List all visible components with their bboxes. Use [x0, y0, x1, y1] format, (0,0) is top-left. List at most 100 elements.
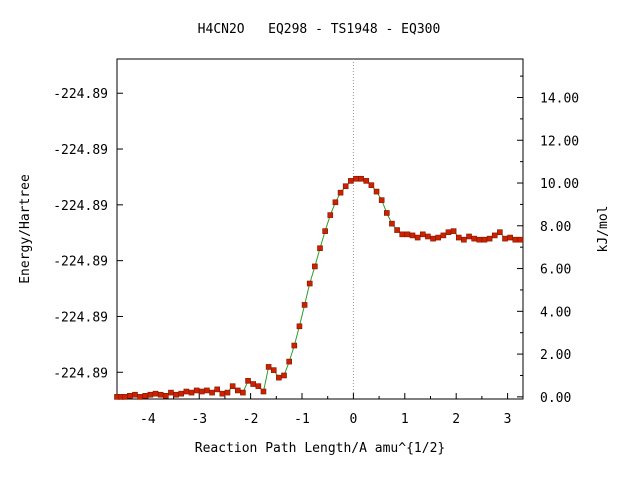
x-axis-label: Reaction Path Length/A amu^{1/2}: [195, 441, 445, 456]
data-point: [255, 383, 262, 389]
data-point: [229, 383, 236, 389]
data-point: [440, 232, 447, 239]
data-point: [142, 392, 149, 399]
right-tick-label: 6.00: [540, 263, 571, 278]
right-tick-label: 4.00: [540, 305, 571, 320]
data-point: [481, 236, 488, 243]
data-point: [260, 388, 267, 395]
data-point: [276, 374, 282, 381]
data-point: [373, 188, 380, 195]
data-point: [193, 387, 200, 394]
data-point: [157, 391, 164, 398]
right-tick-label: 2.00: [540, 348, 571, 363]
data-point: [461, 236, 467, 243]
x-tick-label: -1: [294, 412, 310, 427]
data-point: [178, 390, 185, 397]
data-point: [348, 178, 354, 184]
data-point: [363, 178, 370, 184]
data-point: [121, 394, 128, 400]
data-point: [286, 358, 292, 365]
data-point: [317, 245, 323, 252]
data-point: [384, 210, 390, 216]
data-point: [188, 389, 195, 396]
data-point: [378, 197, 385, 203]
data-point: [301, 302, 308, 308]
data-point: [173, 391, 179, 398]
x-tick-label: -3: [191, 412, 207, 427]
x-tick-label: -4: [140, 412, 156, 427]
left-axis-label: Energy/Hartree: [18, 174, 33, 284]
data-point: [414, 234, 421, 241]
data-point: [425, 233, 431, 240]
data-point: [270, 367, 277, 373]
data-point: [332, 199, 339, 206]
data-point: [466, 233, 472, 240]
data-point: [306, 280, 313, 287]
data-point: [147, 391, 154, 398]
data-point: [419, 231, 426, 238]
data-point: [327, 212, 334, 218]
data-point: [450, 228, 457, 234]
data-point: [507, 234, 513, 241]
plot-area: [116, 58, 524, 400]
right-tick-label: 8.00: [540, 220, 571, 235]
data-point: [127, 392, 133, 399]
left-tick-label: -224.89: [53, 199, 108, 214]
data-point: [163, 392, 169, 399]
left-tick-label: -224.89: [53, 366, 108, 381]
right-tick-label: 10.00: [540, 177, 579, 192]
chart-title: H4CN2O EQ298 - TS1948 - EQ300: [198, 22, 441, 37]
x-tick-label: 1: [401, 412, 409, 427]
data-point: [245, 378, 251, 384]
right-tick-label: 14.00: [540, 91, 579, 106]
data-point: [291, 342, 298, 349]
data-point: [497, 229, 503, 236]
data-point: [430, 235, 436, 242]
data-point: [198, 388, 205, 395]
data-point: [209, 389, 215, 396]
data-point: [491, 232, 498, 239]
data-point: [486, 235, 493, 242]
data-point: [502, 235, 508, 242]
data-point: [240, 389, 246, 396]
data-point: [358, 175, 364, 182]
data-point: [234, 387, 241, 394]
data-point: [337, 189, 344, 196]
series-line: [117, 178, 521, 398]
data-point: [342, 183, 349, 190]
data-point: [476, 236, 483, 243]
data-point: [471, 235, 477, 242]
x-tick-label: -2: [243, 412, 259, 427]
data-point: [399, 231, 406, 238]
data-point: [183, 388, 190, 395]
data-point: [389, 220, 395, 227]
data-point: [312, 263, 318, 270]
data-point: [445, 229, 452, 236]
data-point: [435, 234, 442, 241]
x-tick-label: 2: [452, 412, 460, 427]
data-point: [219, 390, 226, 397]
right-tick-label: 12.00: [540, 134, 579, 149]
x-tick-label: 3: [504, 412, 512, 427]
data-point: [132, 391, 138, 398]
data-point: [152, 390, 159, 397]
data-point: [394, 227, 400, 233]
left-tick-label: -224.89: [53, 255, 108, 270]
left-tick-label: -224.89: [53, 87, 108, 102]
data-point: [455, 234, 462, 241]
data-point: [281, 372, 287, 379]
data-point: [517, 236, 524, 243]
right-axis-label: kJ/mol: [596, 206, 611, 253]
data-point: [168, 389, 174, 396]
data-point: [404, 231, 411, 238]
data-point: [296, 323, 303, 330]
x-tick-label: 0: [349, 412, 357, 427]
data-point: [137, 394, 143, 400]
data-point: [368, 182, 375, 188]
data-point: [250, 381, 256, 387]
data-point: [214, 386, 221, 393]
data-point: [224, 389, 231, 396]
left-tick-label: -224.89: [53, 310, 108, 325]
data-point: [204, 387, 210, 394]
